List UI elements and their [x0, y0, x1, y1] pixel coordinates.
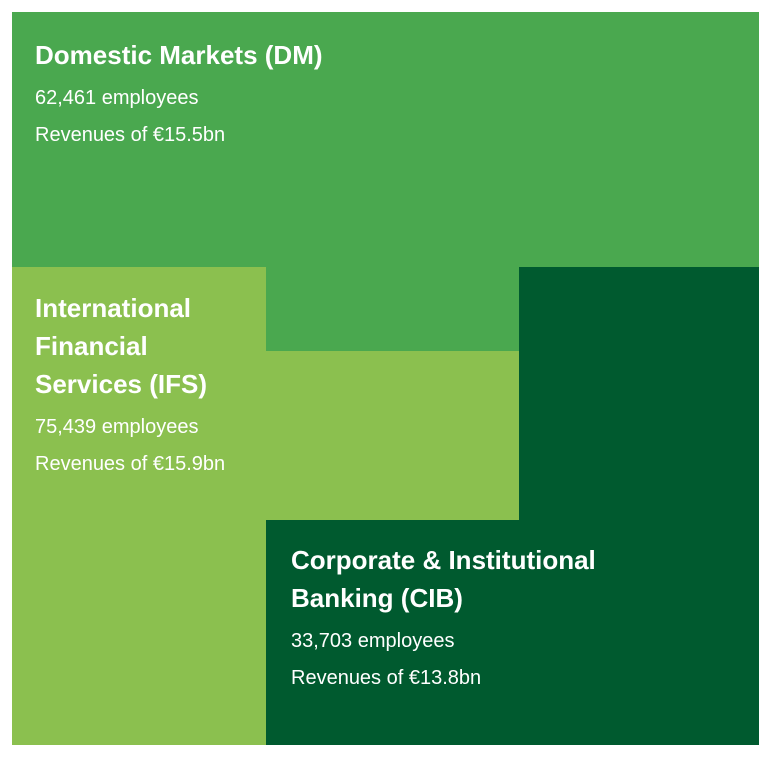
- segment-title: Corporate & Institutional Banking (CIB): [291, 545, 596, 613]
- segment-title: Domestic Markets (DM): [35, 40, 323, 70]
- segment-revenues: Revenues of €15.9bn: [35, 453, 226, 475]
- segment-employees: 33,703 employees: [291, 630, 455, 652]
- segment-employees: 75,439 employees: [35, 416, 199, 438]
- dm-block: Domestic Markets (DM) 62,461 employees R…: [35, 36, 635, 154]
- ifs-area: [12, 267, 519, 745]
- ifs-block: International Financial Services (IFS) 7…: [35, 289, 255, 483]
- cib-area: [266, 267, 759, 745]
- segment-title: International Financial Services (IFS): [35, 293, 207, 399]
- segment-revenues: Revenues of €15.5bn: [35, 124, 226, 146]
- cib-block: Corporate & Institutional Banking (CIB) …: [291, 541, 691, 697]
- segment-employees: 62,461 employees: [35, 87, 199, 109]
- dm-area: [12, 12, 759, 351]
- segment-revenues: Revenues of €13.8bn: [291, 667, 482, 689]
